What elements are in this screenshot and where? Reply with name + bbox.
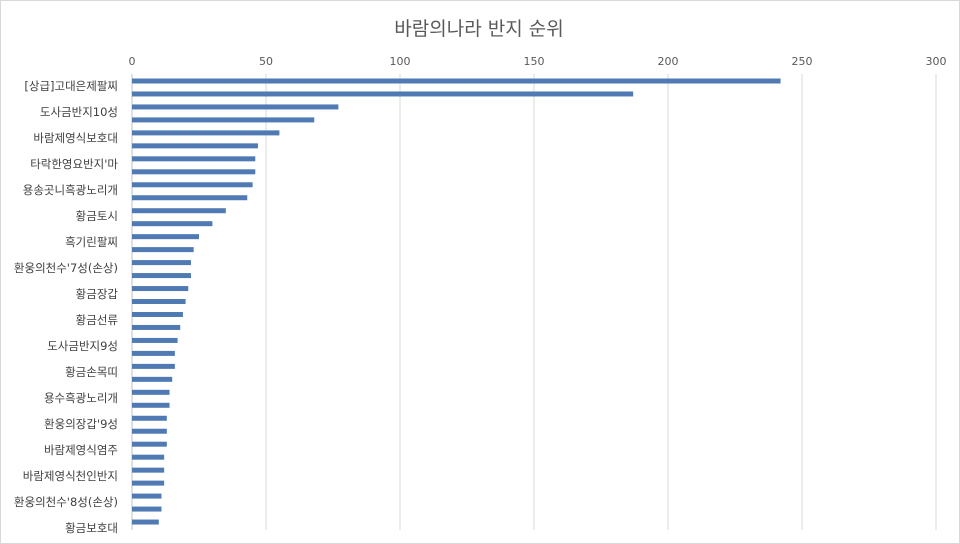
x-tick-label: 250 xyxy=(792,55,813,68)
category-label: 황금보호대 xyxy=(65,521,118,535)
bar xyxy=(132,117,315,123)
bar xyxy=(132,454,165,460)
x-tick-label: 150 xyxy=(524,55,545,68)
category-label: 황금손목띠 xyxy=(65,365,118,379)
category-label: 도사금반지9성 xyxy=(47,339,118,353)
x-axis-ticks: 0 50 100 150 200 250 300 xyxy=(129,55,947,68)
x-tick-label: 0 xyxy=(129,55,136,68)
gridlines xyxy=(131,74,937,530)
category-label: 바람제영식염주 xyxy=(44,443,118,457)
category-labels: [상급]고대은제팔찌도사금반지10성바람제영식보호대타락한영요반지'마용송곳니흑… xyxy=(14,79,119,535)
bar xyxy=(132,376,173,382)
bar xyxy=(132,208,226,214)
category-label: [상급]고대은제팔찌 xyxy=(24,79,118,93)
bar xyxy=(132,286,189,292)
category-label: 환웅의천수'8성(손상) xyxy=(14,495,118,509)
category-label: 환웅의장갑'9성 xyxy=(44,417,118,431)
category-label: 황금장갑 xyxy=(76,287,119,301)
category-label: 도사금반지10성 xyxy=(40,105,118,119)
category-label: 환웅의천수'7성(손상) xyxy=(14,261,118,275)
bar xyxy=(132,195,248,201)
bar xyxy=(132,324,181,330)
bar xyxy=(132,467,165,473)
bar xyxy=(132,402,170,408)
bar xyxy=(132,428,167,434)
bar xyxy=(132,311,183,317)
bar xyxy=(132,506,162,512)
bar xyxy=(132,260,191,266)
category-label: 용송곳니흑광노리개 xyxy=(23,183,118,197)
bar xyxy=(132,273,191,279)
bar xyxy=(132,156,256,162)
bar xyxy=(132,350,175,356)
bar xyxy=(132,104,339,110)
bar xyxy=(132,78,781,84)
category-label: 바람제영식보호대 xyxy=(33,131,118,145)
bar xyxy=(132,415,167,421)
bar xyxy=(132,299,186,305)
bar xyxy=(132,130,280,136)
category-label: 황금토시 xyxy=(76,209,118,223)
category-label: 타락한영요반지'마 xyxy=(30,157,118,171)
x-tick-label: 300 xyxy=(926,55,947,68)
bar xyxy=(132,182,253,188)
x-tick-label: 200 xyxy=(658,55,679,68)
bar xyxy=(132,221,213,227)
bar xyxy=(132,389,170,395)
bar xyxy=(132,441,167,447)
bar xyxy=(132,337,178,343)
bar xyxy=(132,247,194,253)
x-tick-label: 100 xyxy=(390,55,411,68)
bar xyxy=(132,519,159,525)
bar xyxy=(132,493,162,499)
x-tick-label: 50 xyxy=(259,55,273,68)
bar xyxy=(132,91,634,97)
bars xyxy=(132,78,781,525)
bar xyxy=(132,234,199,240)
category-label: 용수흑광노리개 xyxy=(44,391,118,405)
category-label: 흑기린팔찌 xyxy=(65,235,118,249)
bar xyxy=(132,143,258,149)
bar xyxy=(132,363,175,369)
category-label: 황금선류 xyxy=(76,313,118,327)
chart-title: 바람의나라 반지 순위 xyxy=(394,18,564,40)
category-label: 바람제영식천인반지 xyxy=(23,469,118,483)
bar xyxy=(132,169,256,175)
bar xyxy=(132,480,165,486)
